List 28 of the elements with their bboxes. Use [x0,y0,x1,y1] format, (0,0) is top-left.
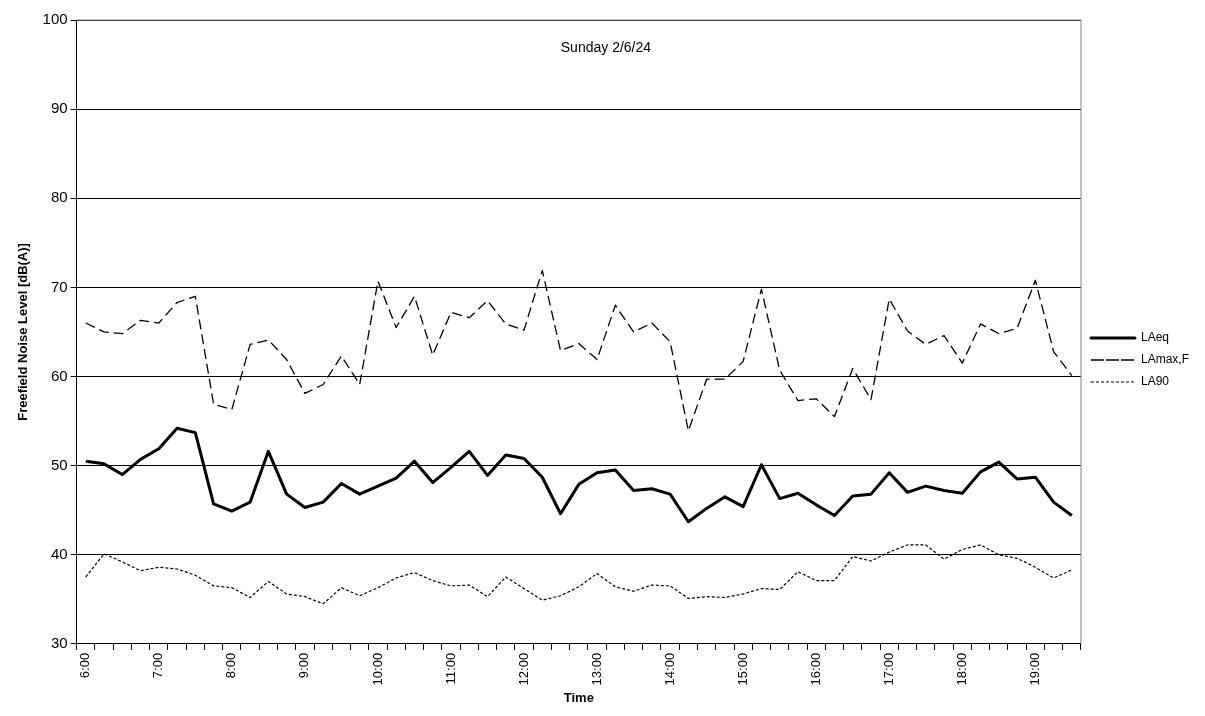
x-tick-label: 18:00 [953,652,969,686]
x-tick-label: 6:00 [77,652,93,679]
y-tick-label: 30 [50,634,68,652]
x-tick-label: 11:00 [442,652,458,685]
x-tick-label: 14:00 [661,652,677,686]
y-tick-label: 40 [50,544,68,562]
x-tick-label: 17:00 [880,652,896,686]
text: Sunday 2/6/24 [560,38,652,55]
x-tick-label: 8:00 [223,652,239,679]
y-tick-label: 90 [50,99,68,117]
x-tick-label: 10:00 [369,652,385,686]
y-tick-label: 80 [50,188,68,206]
y-tick-label: 50 [50,455,68,473]
y-tick-label: 60 [50,366,68,384]
legend-label: LAmax,F [1140,352,1189,367]
y-tick-label: 70 [50,277,68,295]
x-axis-title: Time [563,689,594,705]
y-tick-label: 100 [42,10,68,28]
x-tick-label: 16:00 [807,652,823,686]
x-tick-label: 19:00 [1026,652,1042,686]
legend-label: LAeq [1140,330,1170,345]
legend-label: LA90 [1140,374,1170,389]
x-tick-label: 15:00 [734,652,750,686]
x-tick-label: 13:00 [588,652,604,686]
y-axis-title: Freefield Noise Level [dB(A)] [15,243,31,421]
x-tick-label: 7:00 [150,652,166,679]
x-tick-label: 9:00 [296,652,312,679]
x-tick-label: 12:00 [515,652,531,686]
